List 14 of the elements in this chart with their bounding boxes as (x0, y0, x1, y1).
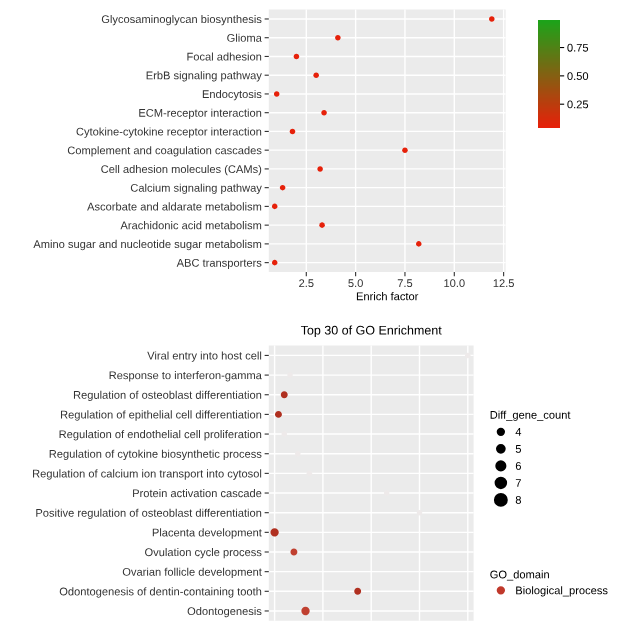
point (289, 128, 296, 135)
point (335, 34, 341, 41)
point (415, 241, 422, 247)
point (489, 16, 495, 22)
point (271, 203, 278, 210)
point (271, 259, 278, 266)
point (279, 184, 286, 191)
point (293, 53, 300, 60)
point (319, 222, 325, 228)
point (317, 166, 323, 172)
point (321, 109, 327, 116)
point (402, 147, 408, 153)
point (273, 91, 280, 97)
point (313, 72, 319, 78)
